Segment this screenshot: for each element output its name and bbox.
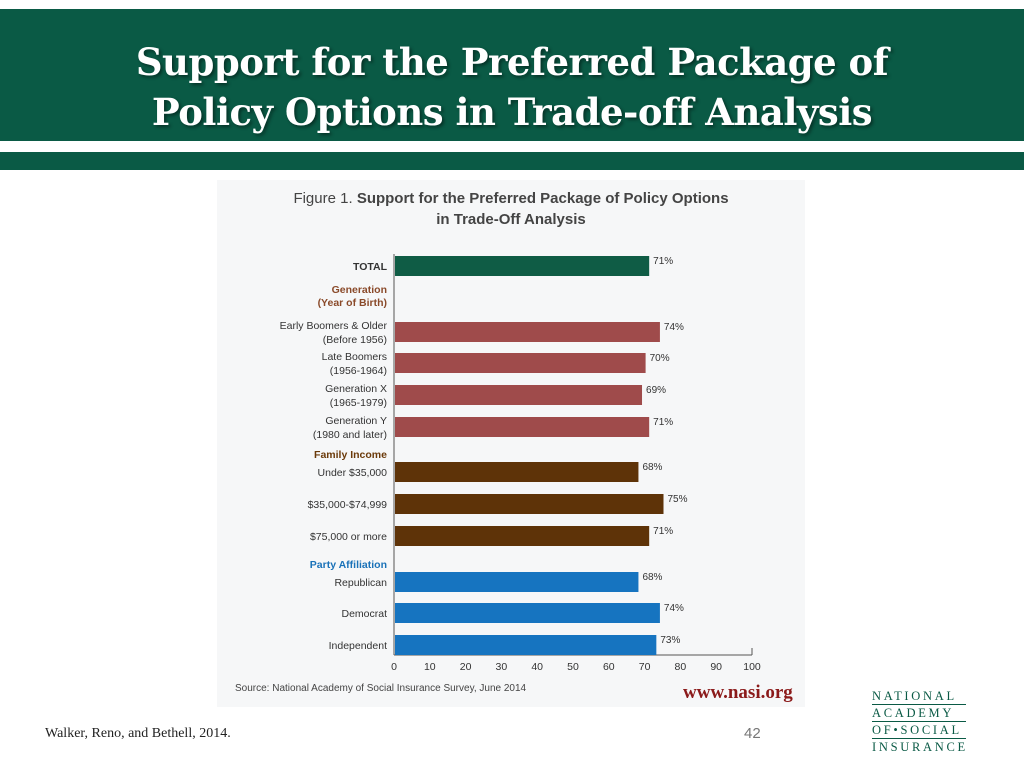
- category-label-3-0: Republican: [334, 577, 387, 589]
- category-label-1-3-b: (1980 and later): [313, 429, 387, 441]
- value-label-2-1: 75%: [668, 494, 688, 505]
- bar-1-0: [395, 322, 660, 342]
- x-tick-label-5: 50: [567, 661, 579, 673]
- x-tick-label-1: 10: [424, 661, 436, 673]
- category-label-2-0: Under $35,000: [318, 467, 388, 479]
- nasi-url-link[interactable]: www.nasi.org: [683, 682, 793, 703]
- bar-3-0: [395, 572, 639, 592]
- category-label-3-2: Independent: [329, 640, 387, 652]
- x-tick-label-10: 100: [743, 661, 761, 673]
- x-tick-label-9: 90: [710, 661, 722, 673]
- x-tick-label-4: 40: [531, 661, 543, 673]
- x-tick-label-6: 60: [603, 661, 615, 673]
- header-stripe: [0, 152, 1024, 170]
- bar-2-1: [395, 494, 664, 514]
- value-label-2-2: 71%: [653, 526, 673, 537]
- category-label-0-0: TOTAL: [353, 261, 388, 273]
- figure-title-line-1: Support for the Preferred Package of Pol…: [356, 190, 729, 207]
- category-label-1-2-a: Generation X: [325, 383, 387, 395]
- category-label-2-2: $75,000 or more: [310, 531, 387, 543]
- bar-2-2: [395, 526, 650, 546]
- x-tick-label-7: 70: [639, 661, 651, 673]
- slide-title-line-1: Support for the Preferred Package of: [135, 40, 889, 84]
- nasi-logo: NATIONAL ACADEMY OF•SOCIAL INSURANCE: [872, 688, 966, 755]
- page-number: 42: [744, 725, 761, 742]
- bar-chart: TOTAL 71% Generation(Year of Birth) Early B…: [280, 254, 761, 673]
- value-label-3-2: 73%: [660, 635, 680, 646]
- slide-title: Support for the Preferred Package of Pol…: [60, 37, 964, 137]
- slide-header: Support for the Preferred Package of Pol…: [0, 9, 1024, 141]
- figure-panel: Figure 1. Support for the Preferred Pack…: [217, 180, 805, 707]
- logo-line-4: INSURANCE: [872, 738, 968, 754]
- group-heading-1-0: Generation: [332, 284, 387, 296]
- category-label-1-2-b: (1965-1979): [330, 397, 387, 409]
- x-tick-label-3: 30: [496, 661, 508, 673]
- value-label-0-0: 71%: [653, 256, 673, 267]
- value-label-3-0: 68%: [642, 572, 662, 583]
- category-label-1-3-a: Generation Y: [325, 415, 387, 427]
- value-label-1-0: 74%: [664, 322, 684, 333]
- group-heading-2-0: Family Income: [314, 449, 387, 461]
- category-label-1-1-b: (1956-1964): [330, 365, 387, 377]
- logo-line-1: NATIONAL: [872, 689, 957, 703]
- bar-0-0: [395, 256, 650, 276]
- slide-title-line-2: Policy Options in Trade-off Analysis: [151, 90, 873, 134]
- bar-1-2: [395, 385, 643, 405]
- bar-2-0: [395, 462, 639, 482]
- bar-3-2: [395, 635, 657, 655]
- bar-1-3: [395, 417, 650, 437]
- figure-title: Figure 1. Support for the Preferred Pack…: [217, 188, 805, 230]
- x-tick-label-2: 20: [460, 661, 472, 673]
- x-tick-label-0: 0: [391, 661, 397, 673]
- figure-title-line-2: in Trade-Off Analysis: [436, 211, 586, 228]
- value-label-1-3: 71%: [653, 417, 673, 428]
- category-label-1-0-b: (Before 1956): [323, 334, 387, 346]
- bar-1-1: [395, 353, 646, 373]
- value-label-1-2: 69%: [646, 385, 666, 396]
- figure-label: Figure 1.: [293, 190, 353, 207]
- logo-line-3: OF•SOCIAL: [872, 721, 966, 738]
- category-label-2-1: $35,000-$74,999: [308, 499, 388, 511]
- x-tick-label-8: 80: [675, 661, 687, 673]
- category-label-1-1-a: Late Boomers: [322, 351, 387, 363]
- category-label-1-0-a: Early Boomers & Older: [280, 320, 388, 332]
- category-label-3-1: Democrat: [341, 608, 387, 620]
- value-label-2-0: 68%: [642, 462, 662, 473]
- bar-3-1: [395, 603, 660, 623]
- value-label-1-1: 70%: [650, 353, 670, 364]
- group-heading-3-0: Party Affiliation: [310, 559, 387, 571]
- figure-source: Source: National Academy of Social Insur…: [235, 683, 527, 694]
- citation: Walker, Reno, and Bethell, 2014.: [45, 726, 231, 741]
- value-label-3-1: 74%: [664, 603, 684, 614]
- logo-line-2: ACADEMY: [872, 704, 966, 721]
- group-heading-1-1: (Year of Birth): [318, 297, 387, 309]
